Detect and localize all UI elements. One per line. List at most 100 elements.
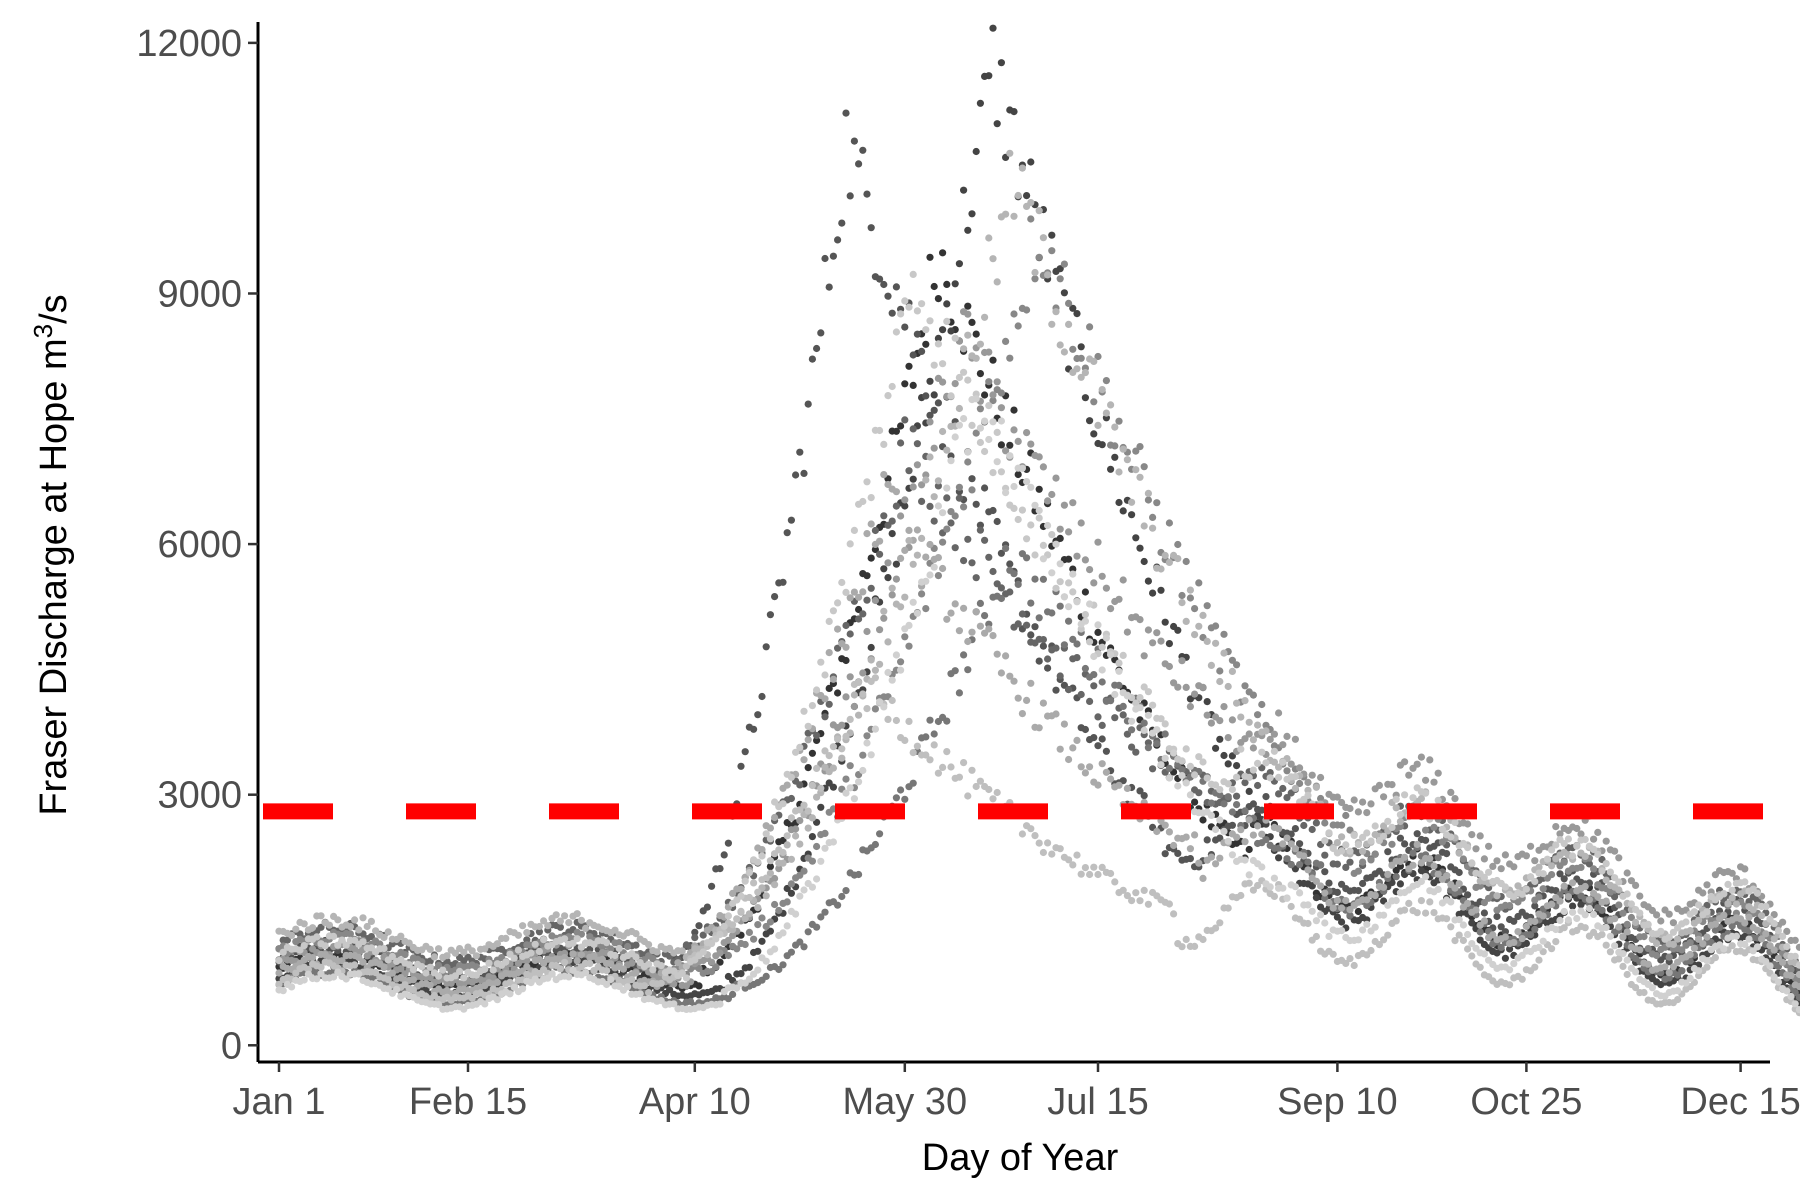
data-point (1228, 821, 1236, 829)
data-point (976, 405, 985, 413)
data-point (1690, 908, 1698, 916)
data-point (985, 348, 993, 356)
data-point (1325, 899, 1333, 907)
data-point (1653, 911, 1661, 919)
data-point (1056, 525, 1064, 533)
data-point (1002, 489, 1010, 497)
data-point (1006, 354, 1014, 362)
data-point (1270, 730, 1278, 738)
data-point (1191, 771, 1199, 779)
data-point (817, 329, 825, 337)
data-point (997, 584, 1006, 592)
data-point (766, 918, 775, 926)
data-point (1107, 605, 1115, 613)
data-point (1086, 600, 1094, 608)
data-point (1056, 341, 1064, 349)
data-point (1140, 522, 1148, 530)
data-point (905, 642, 913, 650)
data-point (955, 404, 964, 413)
data-point (1027, 158, 1035, 166)
data-point (892, 502, 901, 510)
data-point (1581, 924, 1589, 932)
data-point (1115, 595, 1123, 603)
data-point (1039, 848, 1047, 857)
data-point (632, 930, 640, 938)
data-point (1254, 759, 1262, 768)
data-point (850, 137, 859, 145)
data-point (1039, 642, 1047, 650)
data-point (1291, 825, 1299, 833)
data-point (657, 979, 665, 987)
data-point (1199, 874, 1207, 883)
data-point (1741, 878, 1749, 886)
data-point (825, 283, 833, 291)
data-point (1682, 918, 1690, 926)
data-point (1149, 524, 1157, 532)
data-point (989, 795, 997, 803)
y-axis-title-main: Fraser Discharge at Hope m (33, 338, 75, 815)
data-point (1081, 556, 1089, 564)
data-point (1052, 686, 1060, 694)
data-point (1657, 927, 1665, 935)
data-point (409, 986, 417, 994)
data-point (1186, 762, 1194, 771)
data-point (947, 609, 955, 617)
data-point (850, 795, 859, 803)
data-point (334, 941, 342, 949)
axes-layer (256, 22, 1770, 1064)
data-point (1258, 830, 1266, 838)
data-point (514, 931, 523, 939)
data-point (1279, 758, 1287, 766)
data-point (1674, 987, 1682, 995)
data-point (1791, 952, 1799, 960)
data-point (922, 553, 930, 561)
data-point (842, 621, 850, 630)
data-point (1367, 837, 1375, 845)
data-point (1312, 894, 1320, 902)
data-point (1060, 501, 1068, 509)
data-point (829, 838, 838, 846)
data-point (1535, 956, 1543, 964)
data-point (456, 967, 464, 976)
data-point (762, 830, 770, 838)
data-point (317, 923, 325, 931)
data-point (1531, 963, 1539, 971)
data-point (997, 59, 1006, 67)
data-point (1497, 943, 1505, 952)
data-point (1506, 902, 1514, 910)
data-point (1296, 779, 1304, 788)
data-point (1228, 656, 1236, 664)
data-point (1094, 713, 1102, 721)
data-point (745, 928, 754, 937)
data-point (435, 972, 443, 980)
data-point (1510, 938, 1518, 947)
data-point (1359, 879, 1367, 888)
data-point (1178, 591, 1186, 600)
data-point (1501, 928, 1509, 936)
data-point (934, 340, 943, 348)
data-point (1275, 763, 1283, 771)
data-point (1002, 210, 1010, 218)
data-point (514, 946, 523, 954)
data-point (1720, 890, 1728, 898)
data-point (951, 334, 959, 342)
data-point (913, 461, 922, 469)
data-point (1350, 831, 1358, 840)
data-point (1249, 736, 1257, 744)
data-point (758, 692, 766, 701)
data-point (792, 825, 800, 833)
data-point (1014, 191, 1022, 200)
data-point (1165, 828, 1173, 836)
data-point (821, 254, 829, 263)
data-point (569, 950, 577, 958)
data-point (1438, 825, 1446, 833)
data-point (1363, 809, 1371, 817)
data-point (1333, 793, 1341, 801)
data-point (1338, 904, 1346, 912)
data-point (1724, 880, 1732, 889)
data-point (1199, 611, 1207, 620)
data-point (1342, 959, 1350, 968)
data-point (846, 762, 854, 770)
data-point (1745, 913, 1753, 921)
